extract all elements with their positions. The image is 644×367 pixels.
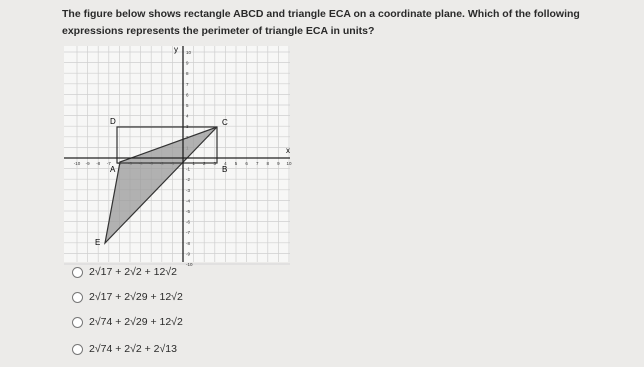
y-tick-label: 10 xyxy=(186,50,192,55)
y-tick-label: 6 xyxy=(186,92,189,97)
triangle-eca xyxy=(104,126,218,245)
x-tick-label: 5 xyxy=(235,161,238,166)
point-label: E xyxy=(95,238,100,247)
x-tick-label: 7 xyxy=(256,161,259,166)
radio-button[interactable] xyxy=(72,316,83,328)
y-axis-label: y xyxy=(174,45,178,54)
y-tick-label: -9 xyxy=(186,251,190,256)
y-tick-label: -10 xyxy=(186,262,193,267)
y-tick-label: -2 xyxy=(186,177,190,182)
option-text: 2√74 + 2√29 + 12√2 xyxy=(89,316,183,328)
x-tick-label: 6 xyxy=(245,161,248,166)
answer-option[interactable]: 2√74 + 2√2 + 2√13 xyxy=(72,343,177,355)
x-tick-label: 8 xyxy=(267,161,270,166)
answer-option[interactable]: 2√17 + 2√2 + 12√2 xyxy=(72,266,177,278)
y-tick-label: 7 xyxy=(186,82,189,87)
y-tick-label: -1 xyxy=(186,167,190,172)
radio-button[interactable] xyxy=(72,343,83,355)
x-tick-label: 9 xyxy=(277,161,280,166)
point-label: D xyxy=(110,117,116,126)
option-text: 2√17 + 2√2 + 12√2 xyxy=(89,266,177,278)
y-tick-label: 8 xyxy=(186,71,189,76)
option-text: 2√17 + 2√29 + 12√2 xyxy=(89,291,183,303)
x-axis-label: x xyxy=(286,146,290,155)
y-tick-label: -3 xyxy=(186,188,190,193)
point-label: B xyxy=(222,165,227,174)
answer-option[interactable]: 2√17 + 2√29 + 12√2 xyxy=(72,291,183,303)
x-tick-label: -7 xyxy=(107,161,111,166)
y-tick-label: -8 xyxy=(186,241,190,246)
x-tick-label: 10 xyxy=(286,161,292,166)
radio-button[interactable] xyxy=(72,266,83,278)
y-tick-label: -7 xyxy=(186,230,190,235)
y-tick-label: 4 xyxy=(186,114,189,119)
x-tick-label: 4 xyxy=(224,161,227,166)
point-label: C xyxy=(222,118,228,127)
answer-option[interactable]: 2√74 + 2√29 + 12√2 xyxy=(72,316,183,328)
option-text: 2√74 + 2√2 + 2√13 xyxy=(89,343,177,355)
x-tick-label: -8 xyxy=(96,161,100,166)
y-tick-label: -4 xyxy=(186,198,190,203)
question-text: The figure below shows rectangle ABCD an… xyxy=(62,8,580,37)
y-tick-label: -5 xyxy=(186,209,190,214)
y-tick-label: 5 xyxy=(186,103,189,108)
rectangle-abcd xyxy=(116,126,218,164)
x-tick-label: -10 xyxy=(74,161,81,166)
point-label: A xyxy=(110,165,116,174)
x-tick-label: -9 xyxy=(86,161,90,166)
y-tick-label: -6 xyxy=(186,220,190,225)
y-tick-label: 9 xyxy=(186,61,189,66)
radio-button[interactable] xyxy=(72,291,83,303)
